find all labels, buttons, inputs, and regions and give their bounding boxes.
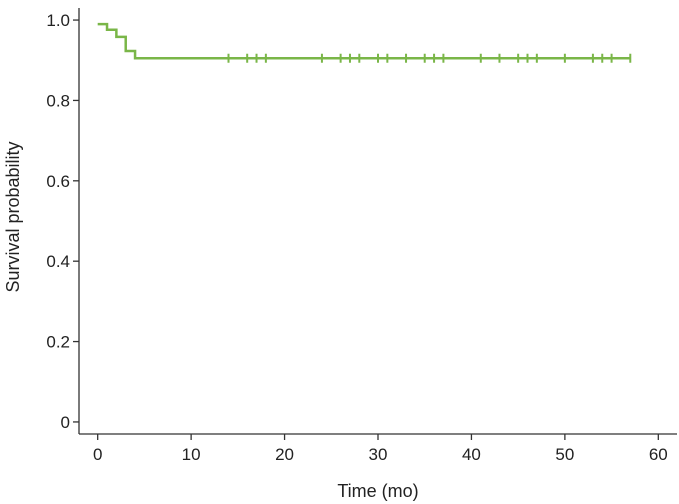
x-ticks: 0 10 20 30 40 50 60 xyxy=(93,434,668,464)
y-tick-label: 0.8 xyxy=(46,91,70,110)
y-ticks: 0 0.2 0.4 0.6 0.8 1.0 xyxy=(46,11,79,432)
x-tick-label: 20 xyxy=(275,445,294,464)
x-tick-label: 60 xyxy=(649,445,668,464)
y-axis-title: Survival probability xyxy=(3,141,23,292)
y-tick-label: 0.2 xyxy=(46,333,70,352)
x-tick-label: 10 xyxy=(182,445,201,464)
x-tick-label: 0 xyxy=(93,445,102,464)
x-tick-label: 40 xyxy=(462,445,481,464)
censor-marks xyxy=(227,53,632,63)
axes xyxy=(78,8,677,435)
survival-curve xyxy=(97,22,631,60)
y-tick-label: 0.6 xyxy=(46,172,70,191)
x-axis-title: Time (mo) xyxy=(337,481,418,501)
plot-area xyxy=(97,22,632,63)
x-tick-label: 50 xyxy=(555,445,574,464)
x-tick-label: 30 xyxy=(369,445,388,464)
y-tick-label: 0 xyxy=(61,413,70,432)
y-tick-label: 1.0 xyxy=(46,11,70,30)
y-tick-label: 0.4 xyxy=(46,252,70,271)
